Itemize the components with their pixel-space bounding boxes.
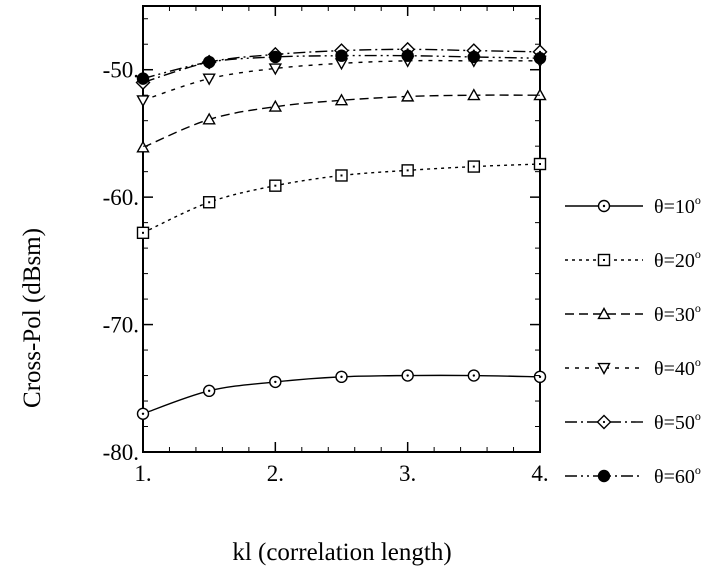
- data-point-marker: [136, 140, 150, 153]
- data-point-marker: [269, 50, 282, 64]
- data-point-marker-dot: [141, 412, 145, 415]
- data-point-marker-dot: [207, 389, 211, 393]
- legend-item: θ=30o: [565, 301, 701, 326]
- x-axis-label: kl (correlation length): [232, 539, 451, 566]
- data-point-marker: [400, 89, 415, 102]
- data-point-marker-dot: [208, 201, 211, 204]
- legend-label: θ=30o: [654, 301, 701, 326]
- legend-item: θ=20o: [565, 247, 701, 272]
- y-tick-label: -80.: [103, 440, 139, 465]
- data-point-marker-dot: [472, 374, 476, 377]
- series-6: [136, 49, 547, 85]
- data-point-marker-dot: [538, 375, 542, 379]
- data-point-marker-dot: [340, 174, 343, 177]
- data-point-marker: [335, 49, 348, 62]
- y-tick-label: -70.: [103, 313, 139, 338]
- data-point-marker-dot: [142, 231, 144, 234]
- legend-label: θ=40o: [654, 355, 701, 380]
- x-tick-label: 3.: [399, 461, 416, 486]
- legend-label: θ=20o: [654, 247, 701, 272]
- data-point-marker-dot: [472, 165, 475, 168]
- legend-item: θ=50o: [565, 409, 701, 434]
- data-point-marker: [136, 72, 150, 85]
- data-point-marker: [202, 112, 216, 125]
- x-tick-label: 4.: [531, 461, 548, 486]
- y-tick-label: -60.: [103, 185, 139, 210]
- data-point-marker-dot: [406, 374, 409, 377]
- legend-item: θ=40o: [565, 355, 701, 380]
- data-point-marker: [136, 95, 150, 108]
- legend-marker-dot: [602, 420, 606, 424]
- x-tick-label: 1.: [134, 461, 151, 486]
- legend-marker-dot: [602, 204, 606, 208]
- legend-marker: [597, 469, 611, 483]
- data-point-marker-dot: [406, 169, 409, 172]
- data-point-marker: [401, 49, 414, 62]
- data-point-marker-dot: [274, 184, 277, 187]
- data-point-marker: [467, 50, 481, 64]
- data-point-marker: [268, 63, 283, 76]
- legend-label: θ=50o: [654, 409, 701, 434]
- legend-marker: [597, 362, 611, 375]
- data-point-marker: [533, 52, 547, 65]
- series-1: [136, 369, 547, 420]
- data-point-marker: [268, 99, 283, 112]
- data-point-marker-dot: [340, 375, 343, 379]
- legend-label: θ=10o: [654, 193, 701, 218]
- y-axis-label: Cross-Pol (dBsm): [19, 228, 46, 408]
- legend-item: θ=10o: [565, 193, 701, 218]
- series-3: [136, 88, 547, 153]
- plot-area-frame: [142, 5, 541, 453]
- legend-marker: [597, 307, 611, 320]
- data-point-marker: [202, 73, 216, 86]
- data-point-marker: [533, 88, 547, 101]
- legend-item: θ=60o: [565, 463, 701, 488]
- data-point-marker: [467, 88, 481, 101]
- data-point-marker: [202, 55, 216, 69]
- data-point-marker-dot: [274, 380, 277, 384]
- y-tick-label: -50.: [103, 58, 139, 83]
- data-point-marker-dot: [539, 163, 541, 166]
- x-tick-label: 2.: [267, 461, 284, 486]
- legend: θ=10o θ=20o θ=30o θ=40o θ=50o θ=60o: [565, 193, 701, 488]
- series-2: [136, 157, 547, 240]
- data-point-marker: [334, 93, 349, 106]
- legend-marker-dot: [603, 259, 605, 261]
- legend-label: θ=60o: [654, 463, 701, 488]
